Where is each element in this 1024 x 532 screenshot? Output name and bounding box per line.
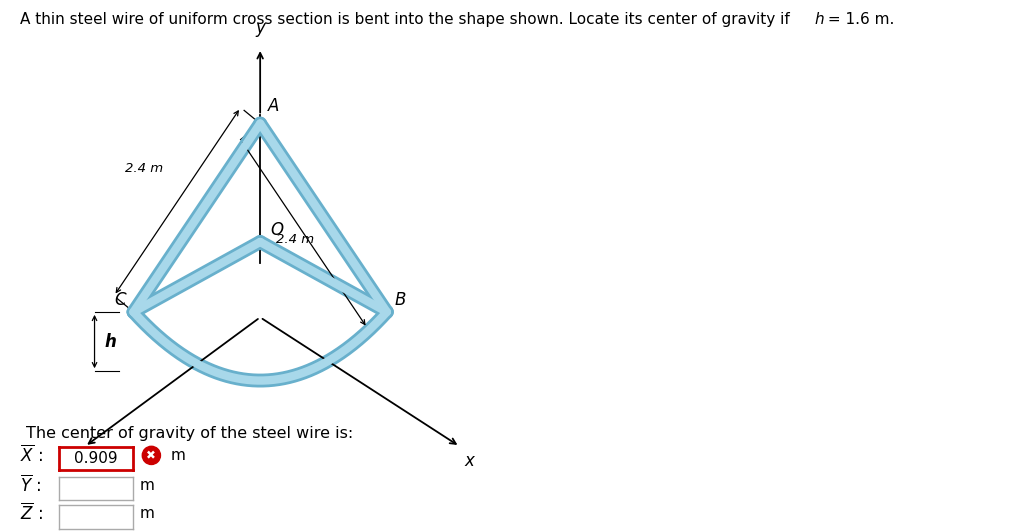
Text: 2.4 m: 2.4 m bbox=[276, 233, 314, 246]
Text: $\overline{X}$ :: $\overline{X}$ : bbox=[20, 445, 44, 466]
Text: m: m bbox=[139, 506, 155, 521]
Text: C: C bbox=[115, 291, 126, 309]
Text: A thin steel wire of uniform cross section is bent into the shape shown. Locate : A thin steel wire of uniform cross secti… bbox=[20, 12, 795, 27]
Text: = 1.6 m.: = 1.6 m. bbox=[823, 12, 895, 27]
Text: $\overline{Z}$ :: $\overline{Z}$ : bbox=[20, 503, 43, 525]
Text: 2.4 m: 2.4 m bbox=[125, 162, 163, 176]
Text: m: m bbox=[139, 478, 155, 493]
Text: h: h bbox=[104, 332, 116, 351]
Text: ✖: ✖ bbox=[146, 449, 157, 462]
Text: m: m bbox=[171, 448, 186, 463]
Text: z: z bbox=[71, 452, 80, 470]
Text: The center of gravity of the steel wire is:: The center of gravity of the steel wire … bbox=[26, 426, 353, 440]
Text: A: A bbox=[267, 97, 279, 115]
Text: O: O bbox=[270, 221, 283, 239]
Text: 0.909: 0.909 bbox=[75, 451, 118, 466]
Text: h: h bbox=[814, 12, 823, 27]
Text: x: x bbox=[465, 452, 474, 470]
Text: $\overline{Y}$ :: $\overline{Y}$ : bbox=[20, 475, 42, 496]
Text: y: y bbox=[255, 20, 265, 37]
Text: B: B bbox=[394, 291, 406, 309]
